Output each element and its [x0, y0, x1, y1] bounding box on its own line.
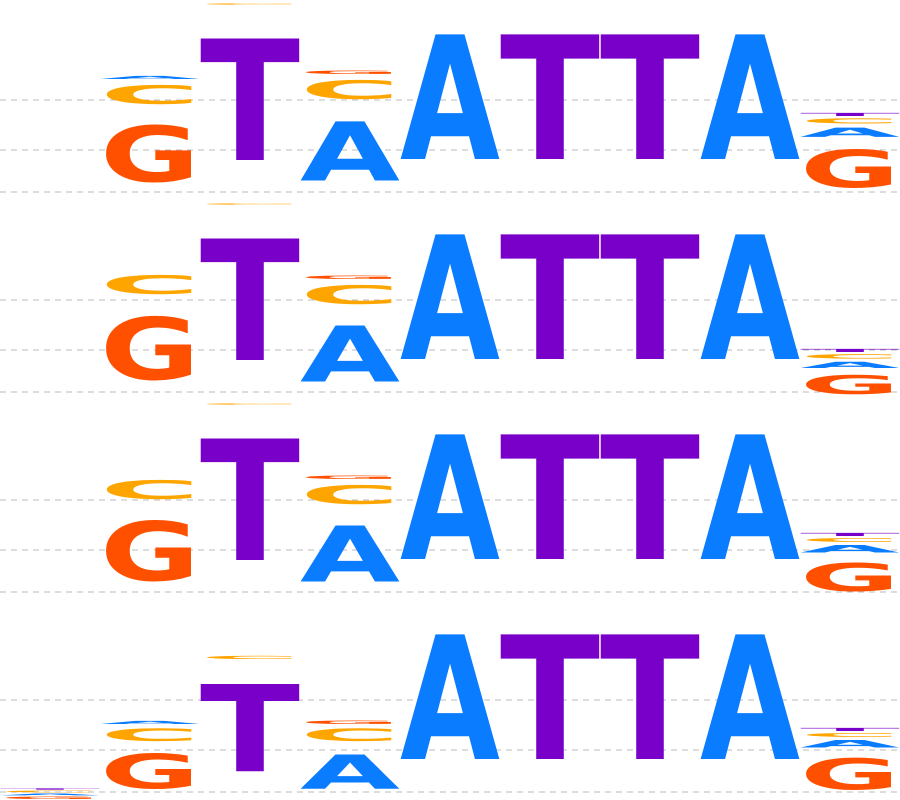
- logo-letter-t: T: [800, 348, 900, 353]
- logo-letter-a: A: [100, 75, 200, 80]
- logo-letter-a: A: [400, 600, 500, 800]
- logo-letter-c: C: [800, 353, 900, 360]
- logo-letter-c: C: [800, 117, 900, 125]
- logo-letter-c: C: [100, 80, 200, 110]
- logo-letter-g: G: [300, 70, 400, 75]
- logo-letter-g: G: [0, 796, 100, 800]
- logo-letter-g: G: [800, 141, 900, 201]
- logo-letter-t: T: [500, 400, 600, 600]
- logo-letter-t: T: [500, 0, 600, 200]
- logo-letter-t: T: [600, 400, 700, 600]
- logo-letter-c: C: [0, 790, 100, 793]
- logo-letter-c: C: [300, 280, 400, 310]
- logo-letter-t: T: [800, 727, 900, 732]
- logo-letter-t: T: [800, 532, 900, 537]
- logo-letter-g: G: [800, 750, 900, 800]
- logo-letter-t: T: [600, 600, 700, 800]
- logo-letter-a: A: [300, 745, 400, 800]
- logo-letter-c: C: [200, 403, 300, 405]
- logo-letter-g: G: [800, 370, 900, 400]
- logo-letter-a: A: [400, 200, 500, 400]
- logo-letter-a: A: [400, 400, 500, 600]
- logo-letter-g: G: [800, 555, 900, 600]
- logo-letter-g: G: [100, 506, 200, 600]
- logo-letter-a: A: [800, 125, 900, 140]
- logo-letter-t: T: [200, 206, 300, 400]
- logo-letter-g: G: [100, 300, 200, 400]
- logo-letter-t: T: [500, 200, 600, 400]
- logo-letter-t: T: [0, 788, 100, 790]
- logo-letter-a: A: [300, 311, 400, 401]
- logo-letter-t: T: [200, 6, 300, 200]
- logo-letter-a: A: [800, 738, 900, 750]
- logo-letter-g: G: [100, 111, 200, 201]
- logo-letter-c: C: [100, 725, 200, 745]
- logo-letter-g: G: [300, 475, 400, 480]
- logo-letter-a: A: [700, 600, 800, 800]
- logo-letter-t: T: [200, 406, 300, 600]
- logo-letter-c: C: [200, 203, 300, 205]
- logo-letter-c: C: [100, 270, 200, 300]
- logo-letter-g: G: [300, 720, 400, 725]
- logo-letter-a: A: [700, 400, 800, 600]
- logo-letter-a: A: [0, 793, 100, 796]
- logo-letter-a: A: [100, 720, 200, 725]
- logo-letter-g: G: [100, 745, 200, 800]
- logo-letter-c: C: [100, 475, 200, 505]
- logo-letter-a: A: [300, 511, 400, 601]
- logo-letter-a: A: [300, 106, 400, 200]
- logo-letter-t: T: [500, 600, 600, 800]
- logo-letter-a: A: [700, 200, 800, 400]
- logo-letter-c: C: [800, 537, 900, 543]
- logo-letter-a: A: [400, 0, 500, 200]
- logo-letter-g: G: [300, 275, 400, 280]
- logo-letter-a: A: [700, 0, 800, 200]
- logo-letter-t: T: [600, 0, 700, 200]
- logo-letter-a: A: [800, 543, 900, 555]
- logo-letter-t: T: [200, 660, 300, 800]
- logo-letter-t: T: [600, 200, 700, 400]
- logo-letter-c: C: [800, 732, 900, 738]
- logo-letter-c: C: [200, 3, 300, 5]
- logo-letter-t: T: [800, 112, 900, 117]
- logo-letter-c: C: [300, 480, 400, 510]
- logo-letter-c: C: [200, 655, 300, 660]
- logo-letter-c: C: [300, 75, 400, 105]
- logo-letter-c: C: [300, 725, 400, 745]
- logo-letter-a: A: [800, 360, 900, 370]
